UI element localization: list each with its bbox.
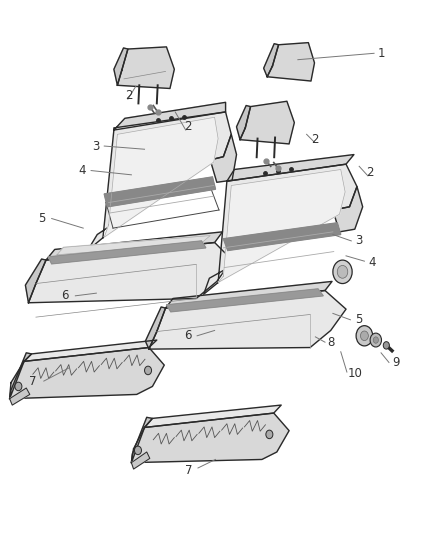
Polygon shape <box>10 348 164 399</box>
Text: 3: 3 <box>92 140 99 152</box>
Circle shape <box>370 333 381 347</box>
Polygon shape <box>10 388 30 405</box>
Polygon shape <box>57 236 210 255</box>
Polygon shape <box>149 290 346 349</box>
Text: 3: 3 <box>356 235 363 247</box>
Text: 4: 4 <box>78 164 86 177</box>
Circle shape <box>373 337 378 343</box>
Polygon shape <box>240 101 294 144</box>
Polygon shape <box>104 117 218 237</box>
Polygon shape <box>210 134 237 182</box>
Polygon shape <box>166 289 323 312</box>
Circle shape <box>145 366 152 375</box>
Circle shape <box>356 326 373 346</box>
Text: 8: 8 <box>328 336 335 349</box>
Polygon shape <box>267 43 314 81</box>
Polygon shape <box>24 340 157 361</box>
Polygon shape <box>131 417 152 463</box>
Text: 2: 2 <box>311 133 319 146</box>
Circle shape <box>383 342 389 349</box>
Circle shape <box>15 382 22 391</box>
Text: 1: 1 <box>377 47 385 60</box>
Text: 6: 6 <box>61 289 69 302</box>
Polygon shape <box>223 223 341 251</box>
Circle shape <box>134 446 141 455</box>
Text: 7: 7 <box>29 375 37 387</box>
Text: 5: 5 <box>356 313 363 326</box>
Polygon shape <box>227 155 354 181</box>
Polygon shape <box>237 106 251 140</box>
Polygon shape <box>114 48 128 85</box>
Polygon shape <box>218 169 345 282</box>
Text: 5: 5 <box>38 212 45 225</box>
Text: 2: 2 <box>366 166 374 179</box>
Polygon shape <box>131 452 150 469</box>
Polygon shape <box>25 259 46 303</box>
Text: 7: 7 <box>184 464 192 477</box>
Polygon shape <box>204 164 357 294</box>
Polygon shape <box>131 413 289 463</box>
Polygon shape <box>264 44 279 77</box>
Polygon shape <box>117 47 174 88</box>
Polygon shape <box>88 112 231 251</box>
Circle shape <box>337 265 348 278</box>
Polygon shape <box>46 232 223 260</box>
Polygon shape <box>10 353 32 399</box>
Polygon shape <box>145 307 166 349</box>
Polygon shape <box>114 102 226 130</box>
Circle shape <box>333 260 352 284</box>
Circle shape <box>360 331 368 341</box>
Circle shape <box>266 430 273 439</box>
Text: 6: 6 <box>184 329 192 342</box>
Polygon shape <box>104 177 215 207</box>
Polygon shape <box>28 243 232 303</box>
Polygon shape <box>145 405 281 427</box>
Polygon shape <box>48 241 206 264</box>
Text: 4: 4 <box>368 256 376 269</box>
Text: 9: 9 <box>392 356 400 369</box>
Polygon shape <box>166 281 332 308</box>
Text: 10: 10 <box>347 367 362 379</box>
Polygon shape <box>333 187 363 232</box>
Text: 2: 2 <box>125 90 133 102</box>
Text: 2: 2 <box>184 120 192 133</box>
